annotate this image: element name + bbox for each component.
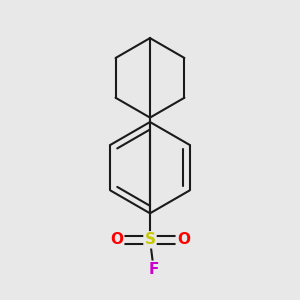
Text: S: S [145,232,155,247]
Text: F: F [148,262,159,277]
Text: O: O [177,232,190,247]
Text: O: O [110,232,123,247]
